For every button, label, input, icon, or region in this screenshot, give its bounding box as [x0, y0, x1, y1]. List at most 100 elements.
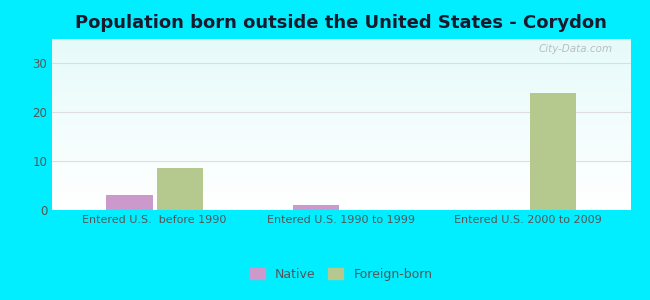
Bar [52, 65, 630, 66]
Bar [52, 52, 630, 53]
Bar [52, 81, 630, 82]
Bar [52, 133, 630, 134]
Bar [52, 185, 630, 186]
Bar [52, 66, 630, 67]
Bar [52, 105, 630, 106]
Bar [52, 168, 630, 169]
Legend: Native, Foreign-born: Native, Foreign-born [245, 263, 437, 286]
Bar [52, 96, 630, 97]
Bar [52, 144, 630, 145]
Bar [52, 54, 630, 55]
Bar [52, 71, 630, 72]
Bar [52, 102, 630, 103]
Bar [52, 82, 630, 83]
Bar [52, 77, 630, 78]
Bar [52, 58, 630, 59]
Bar [52, 92, 630, 93]
Bar [52, 86, 630, 87]
Bar [52, 114, 630, 115]
Bar [52, 161, 630, 162]
Bar [52, 139, 630, 140]
Bar [52, 55, 630, 56]
Bar [52, 72, 630, 73]
Bar [52, 157, 630, 158]
Bar [52, 87, 630, 88]
Bar [292, 205, 339, 210]
Bar [52, 40, 630, 41]
Bar [52, 116, 630, 117]
Bar [52, 110, 630, 111]
Bar [52, 64, 630, 65]
Bar [52, 143, 630, 144]
Bar [52, 169, 630, 170]
Bar [52, 67, 630, 68]
Bar [52, 183, 630, 184]
Bar [52, 140, 630, 141]
Bar [52, 48, 630, 49]
Bar [52, 99, 630, 100]
Bar [52, 88, 630, 89]
Bar [52, 106, 630, 107]
Bar [52, 45, 630, 46]
Bar [52, 130, 630, 131]
Bar [52, 108, 630, 109]
Bar [52, 166, 630, 167]
Bar [52, 202, 630, 203]
Bar [52, 159, 630, 160]
Bar [52, 126, 630, 127]
Bar [52, 171, 630, 172]
Bar [52, 141, 630, 142]
Bar [52, 146, 630, 147]
Bar [52, 170, 630, 171]
Bar [52, 74, 630, 75]
Bar [52, 98, 630, 99]
Bar [52, 149, 630, 150]
Bar [52, 147, 630, 148]
Bar [52, 100, 630, 101]
Bar [52, 203, 630, 204]
Bar [52, 56, 630, 57]
Bar [52, 70, 630, 71]
Bar [52, 120, 630, 121]
Bar [52, 76, 630, 77]
Bar [52, 135, 630, 136]
Bar [52, 145, 630, 146]
Bar [52, 165, 630, 166]
Bar [52, 175, 630, 176]
Bar [52, 151, 630, 152]
Bar [52, 103, 630, 104]
Bar [52, 100, 630, 101]
Bar [52, 112, 630, 113]
Bar [52, 101, 630, 102]
Bar [52, 177, 630, 178]
Bar [52, 160, 630, 161]
Bar [157, 169, 203, 210]
Bar [52, 152, 630, 153]
Bar [52, 174, 630, 175]
Bar [52, 91, 630, 92]
Bar [52, 69, 630, 70]
Bar [52, 90, 630, 91]
Bar [52, 83, 630, 84]
Bar [52, 179, 630, 180]
Bar [52, 209, 630, 210]
Bar [52, 208, 630, 209]
Bar [52, 60, 630, 61]
Bar [52, 187, 630, 188]
Bar [52, 172, 630, 173]
Bar [52, 192, 630, 193]
Bar [52, 164, 630, 165]
Bar [52, 51, 630, 52]
Bar [52, 123, 630, 124]
Bar [52, 180, 630, 181]
Bar [52, 117, 630, 118]
Bar [52, 162, 630, 163]
Bar [52, 198, 630, 199]
Bar [52, 53, 630, 54]
Bar [52, 113, 630, 114]
Bar [52, 44, 630, 45]
Bar [530, 93, 577, 210]
Bar [52, 85, 630, 86]
Bar [52, 154, 630, 155]
Bar [52, 63, 630, 64]
